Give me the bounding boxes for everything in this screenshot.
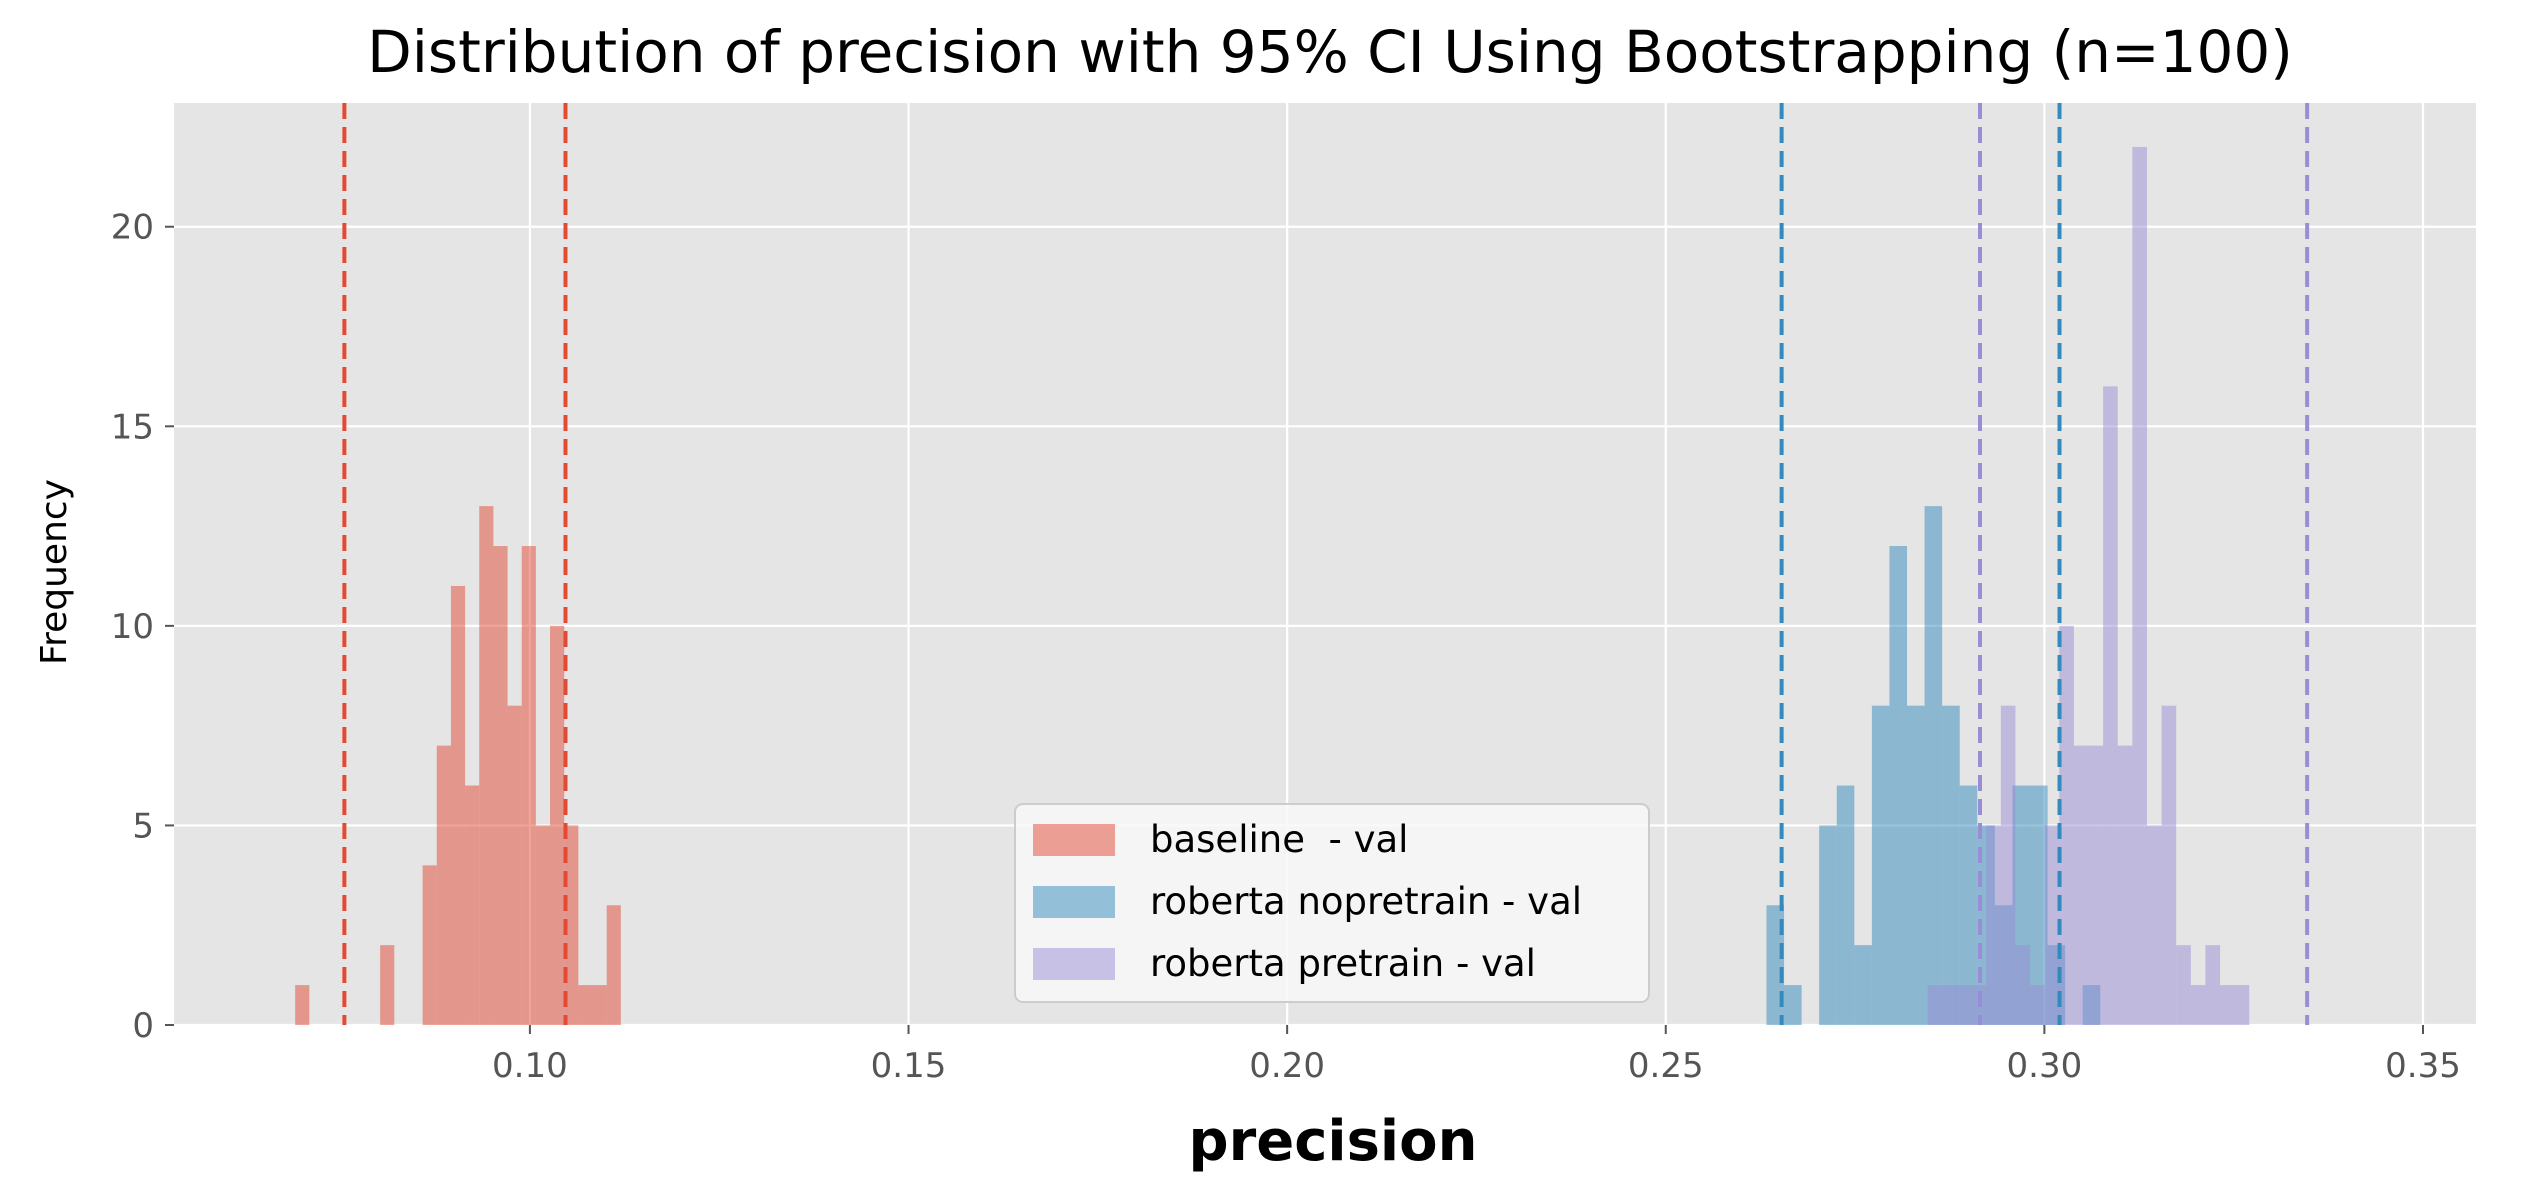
series-2-bars (1927, 146, 2250, 1026)
x-axis-ticks: 0.10 0.15 0.20 0.25 0.30 0.35 (492, 1025, 2461, 1086)
histogram-bar (2015, 945, 2031, 1025)
histogram-bar (1942, 705, 1960, 1025)
histogram-bar (507, 705, 522, 1025)
x-axis-label: precision (1189, 1109, 1478, 1174)
x-tick-label: 0.10 (492, 1046, 568, 1086)
histogram-bar (2059, 625, 2074, 1025)
confidence-interval-lines (342, 103, 2310, 1025)
histogram-bar (1871, 705, 1890, 1025)
chart-title: Distribution of precision with 95% CI Us… (367, 18, 2293, 86)
x-tick-label: 0.30 (2007, 1046, 2083, 1086)
histogram-bar (295, 985, 310, 1025)
x-tick-label: 0.35 (2385, 1046, 2461, 1086)
histogram-bar (1986, 825, 2001, 1025)
histogram-bar (2146, 825, 2162, 1025)
histogram-bar (2161, 705, 2177, 1025)
histogram-bar (2190, 985, 2206, 1025)
histogram-bar (1854, 945, 1872, 1025)
histogram-bar (521, 546, 536, 1025)
histogram-bar (1819, 825, 1837, 1025)
legend-box (1014, 803, 1650, 1003)
histogram-bar (578, 985, 593, 1025)
histogram-bar (465, 785, 480, 1025)
histogram-bar (1836, 785, 1855, 1025)
legend-swatch-roberta-nopretrain (1033, 886, 1115, 918)
legend: baseline - val roberta nopretrain - val … (1014, 803, 1650, 1003)
y-tick-label: 10 (111, 607, 154, 647)
histogram-bar (2000, 705, 2016, 1025)
y-tick-label: 20 (111, 208, 154, 248)
x-tick-label: 0.20 (1249, 1046, 1325, 1086)
histogram-bar (450, 585, 466, 1025)
histogram-bar (1942, 985, 1957, 1025)
histogram-bar (1889, 546, 1908, 1025)
legend-label-roberta-nopretrain: roberta nopretrain - val (1150, 880, 1582, 923)
y-tick-label: 0 (132, 1006, 154, 1046)
histogram-bar (380, 945, 395, 1025)
histogram-bar (550, 625, 565, 1025)
histogram-bar (2234, 985, 2250, 1025)
x-tick-label: 0.15 (871, 1046, 947, 1086)
series-0-bars (295, 506, 621, 1025)
histogram-bar (2176, 945, 2191, 1025)
histogram-bar (2073, 745, 2089, 1025)
legend-label-baseline: baseline - val (1150, 818, 1408, 861)
histogram-bar (1784, 985, 1802, 1025)
histogram-bar (436, 745, 451, 1025)
legend-label-roberta-pretrain: roberta pretrain - val (1150, 942, 1536, 985)
histogram-bar (2044, 825, 2060, 1025)
histogram-bar (2029, 785, 2048, 1025)
histogram-bar (2205, 945, 2221, 1025)
y-axis-ticks: 0 5 10 15 20 (111, 208, 174, 1046)
legend-swatch-roberta-pretrain (1033, 948, 1115, 980)
y-tick-label: 5 (132, 806, 154, 846)
histogram-bar (564, 825, 579, 1025)
legend-swatch-baseline (1033, 824, 1115, 856)
histogram-bar (1927, 985, 1943, 1025)
histogram-bar (2220, 985, 2235, 1025)
histogram-bar (422, 865, 437, 1025)
y-axis-label: Frequency (34, 479, 75, 665)
y-tick-label: 15 (111, 407, 154, 447)
histogram-bar (2117, 745, 2133, 1025)
histogram-bar (606, 905, 621, 1025)
x-tick-label: 0.25 (1628, 1046, 1704, 1086)
histogram-bar (592, 985, 607, 1025)
histogram-bar (493, 546, 508, 1025)
histogram-bar (2103, 386, 2118, 1026)
histogram-bar (2030, 985, 2045, 1025)
histogram-bar (2132, 146, 2147, 1025)
histogram-bar (1959, 785, 1978, 1025)
histogram-bar (1907, 705, 1925, 1025)
histogram-bar (1924, 506, 1943, 1025)
histogram-bar (479, 506, 494, 1025)
histogram-bar (535, 825, 551, 1025)
histogram-bar (1956, 985, 1972, 1025)
histogram-bar (2088, 745, 2104, 1025)
